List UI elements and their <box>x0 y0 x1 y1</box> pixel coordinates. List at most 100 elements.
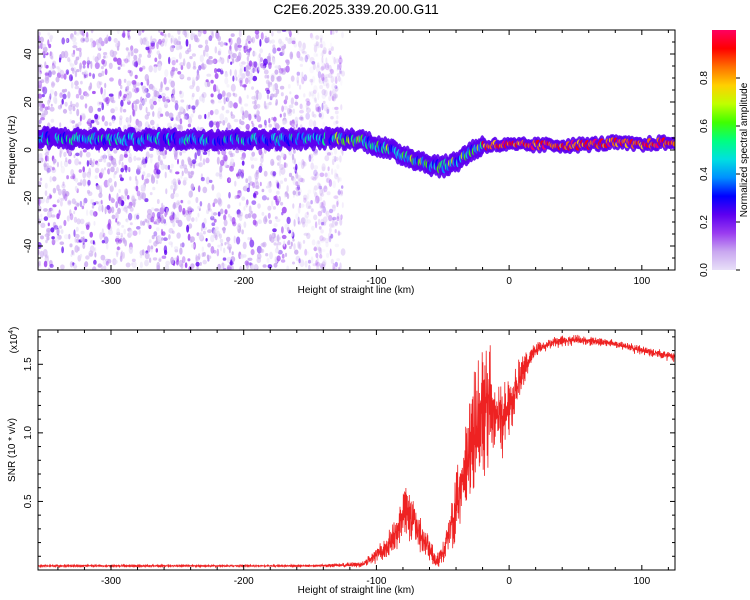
spectrogram-speckle <box>275 124 281 129</box>
spectrogram-speckle <box>330 75 334 83</box>
spectrogram-speckle <box>304 195 308 202</box>
spectrogram-speckle <box>116 30 120 35</box>
spectrogram-speckle <box>281 45 286 50</box>
spectrogram-speckle <box>69 213 74 221</box>
spectrogram-speckle <box>163 221 168 226</box>
spectrogram-speckle <box>57 234 62 240</box>
spectrogram-speckle <box>246 187 250 193</box>
spectrogram-speckle <box>319 262 324 268</box>
spectrogram-speckle <box>313 43 318 47</box>
spectrogram-speckle <box>158 53 162 60</box>
spectrogram-speckle <box>275 102 278 106</box>
spectrogram-speckle <box>116 192 119 201</box>
spectrogram-speckle <box>279 164 284 170</box>
spectrogram-speckle <box>68 233 71 240</box>
spectrogram-speckle <box>145 46 150 51</box>
spectrogram-speckle <box>145 92 151 98</box>
spectrogram-speckle <box>316 261 320 267</box>
spectrogram-speckle <box>225 97 230 102</box>
spectrogram-speckle <box>195 256 200 261</box>
spectrogram-speckle <box>326 210 330 218</box>
spectrogram-speckle <box>241 172 244 179</box>
spectrogram-speckle <box>335 120 339 124</box>
spectrogram-speckle <box>73 30 77 35</box>
spectrogram-speckle <box>229 153 233 158</box>
spectrogram-speckle <box>187 233 191 241</box>
spectrogram-speckle <box>313 247 318 252</box>
spectrogram-speckle <box>289 120 292 126</box>
spectrogram-speckle <box>232 221 237 227</box>
spectrogram-speckle <box>62 93 67 100</box>
spectrogram-speckle <box>321 65 325 71</box>
spectrogram-speckle <box>101 240 105 244</box>
spectrogram-speckle <box>219 165 223 173</box>
spectrogram-speckle <box>190 31 194 39</box>
spectrogram-speckle <box>244 43 248 51</box>
spectrogram-speckle <box>321 41 326 49</box>
spectrogram-speckle <box>293 149 296 154</box>
spectrogram-speckle <box>66 215 70 222</box>
spectrogram-speckle <box>280 201 284 206</box>
spectrogram-speckle <box>188 175 193 179</box>
spectrogram-speckle <box>315 65 321 73</box>
spectrogram-speckle <box>184 262 188 269</box>
spectrogram-speckle <box>40 117 45 121</box>
spectrogram-speckle <box>239 97 243 105</box>
spectrogram-speckle <box>185 50 190 55</box>
spectrogram-speckle <box>338 266 341 270</box>
spectrogram-speckle <box>119 177 124 182</box>
spectrogram-speckle <box>147 208 152 216</box>
colorbar-ticks: 0.00.20.40.60.8 <box>699 71 740 277</box>
spectrogram-speckle <box>217 263 221 270</box>
spectrogram-speckle <box>340 191 343 197</box>
spectrogram-speckle <box>279 180 284 185</box>
spectrogram-speckle <box>265 79 270 85</box>
y-tick-label: -20 <box>23 190 34 205</box>
spectrogram-speckle <box>246 199 249 206</box>
spectrogram-speckle <box>38 45 41 49</box>
spectrogram-speckle <box>265 102 270 110</box>
spectrogram-speckle <box>310 175 315 181</box>
spectrogram-speckle <box>285 36 288 41</box>
spectrogram-speckle <box>189 85 195 90</box>
spectrogram-speckle <box>268 62 272 70</box>
spectrogram-speckle <box>53 225 59 230</box>
spectrogram-speckle <box>239 266 243 270</box>
spectrogram-speckle <box>92 73 95 79</box>
spectrogram-speckle <box>146 213 152 220</box>
spectrogram-speckle <box>72 41 78 46</box>
colorbar-tick-label: 0.8 <box>699 71 710 85</box>
spectrogram-speckle <box>217 150 221 155</box>
spectrogram-speckle <box>203 217 207 225</box>
spectrogram-speckle <box>94 252 97 258</box>
spectrogram-speckle <box>49 51 54 59</box>
spectrogram-speckle <box>275 198 280 206</box>
spectrogram-speckle <box>112 118 115 124</box>
spectrogram-speckle <box>163 237 168 242</box>
spectrogram-speckle <box>93 211 96 217</box>
spectrogram-speckle <box>262 264 267 268</box>
spectrogram-speckle <box>299 71 304 78</box>
spectrogram-speckle <box>330 30 333 35</box>
spectrogram-speckle <box>47 222 50 227</box>
spectrogram-speckle <box>186 104 189 111</box>
spectrogram-speckle <box>217 244 221 248</box>
spectrogram-speckle <box>251 86 254 90</box>
snr-y-ticks: 0.51.01.5 <box>23 336 675 557</box>
spectrogram-speckle <box>197 30 202 37</box>
spectrogram-speckle <box>222 267 227 270</box>
spectrogram-speckle <box>188 43 192 49</box>
spectrogram-speckle <box>236 209 241 216</box>
spectrogram-speckle <box>180 65 184 70</box>
spectrogram-speckle <box>315 252 319 259</box>
spectrogram-speckle <box>272 84 276 92</box>
spectrogram-speckle <box>85 224 90 231</box>
spectrogram-speckle <box>67 91 71 99</box>
spectrogram-speckle <box>141 174 144 181</box>
spectrogram-speckle <box>119 90 122 97</box>
spectrogram-speckle <box>306 101 311 106</box>
spectrogram-speckle <box>217 93 223 100</box>
spectrogram-speckle <box>176 255 180 263</box>
spectrogram-speckle <box>237 44 242 48</box>
spectrogram-speckle <box>330 116 334 120</box>
